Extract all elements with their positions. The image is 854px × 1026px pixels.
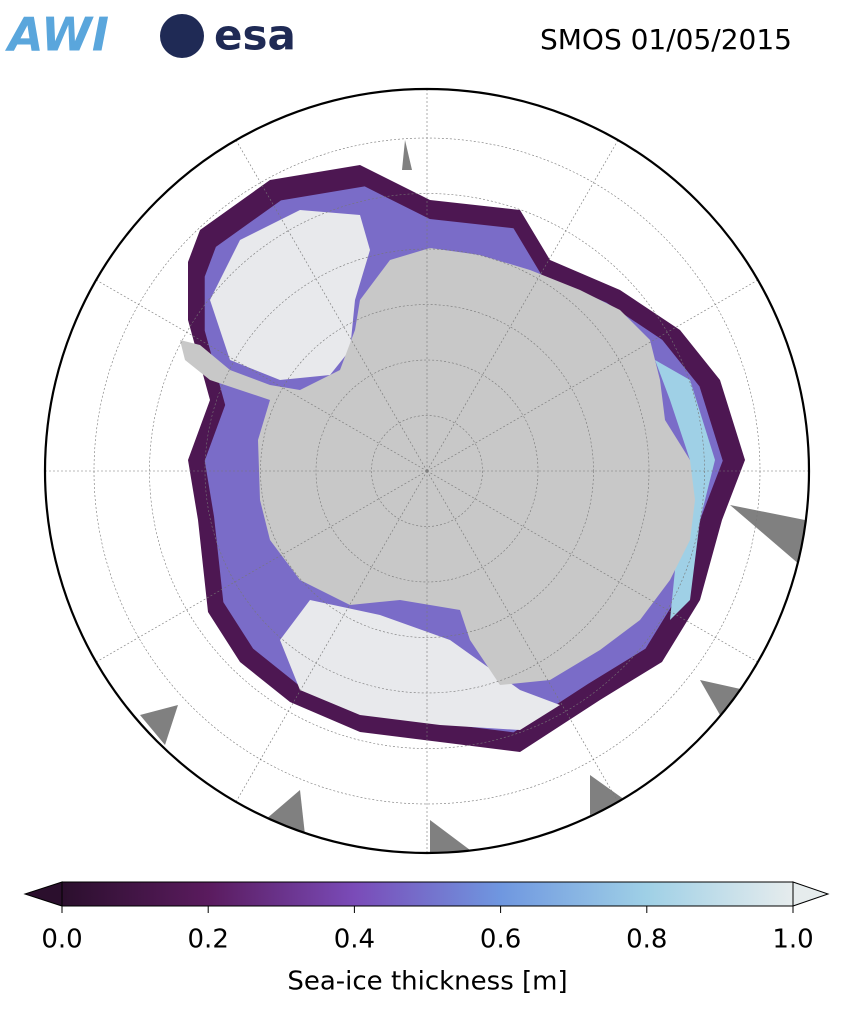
map-frame — [43, 87, 811, 855]
antarctica — [180, 248, 695, 685]
colorbar: 0.0 0.2 0.4 0.6 0.8 1.0 Sea-ice thickness [m] — [23, 881, 830, 997]
map — [45, 89, 809, 853]
meridian-line — [426, 470, 628, 818]
meridian-line — [226, 470, 428, 818]
colorbar-extend-min — [23, 881, 63, 907]
meridian-line — [426, 124, 628, 472]
colorbar-extend-max — [792, 881, 830, 907]
colorbar-tick-label: 1.0 — [772, 925, 813, 955]
meridian-line — [226, 124, 428, 472]
meridian-line — [80, 270, 428, 472]
meridian-line — [426, 470, 774, 672]
awi-logo: AWI — [5, 8, 109, 62]
colorbar-tick-label: 0.8 — [626, 925, 667, 955]
esa-logo-mark — [160, 14, 204, 58]
graticule — [45, 89, 809, 853]
meridian-line — [80, 470, 428, 672]
colorbar-tick-label: 0.6 — [480, 925, 521, 955]
colorbar-tick-label: 0.0 — [41, 925, 82, 955]
meridian-line — [426, 270, 774, 472]
colorbar-label: Sea-ice thickness [m] — [287, 967, 567, 997]
latitude-line — [371, 415, 483, 527]
colorbar-gradient — [61, 881, 794, 907]
latitude-line — [315, 359, 539, 583]
esa-logo: esa — [214, 11, 296, 60]
colorbar-tick-label: 0.2 — [188, 925, 229, 955]
latitude-line — [260, 304, 594, 638]
colorbar-tick-label: 0.4 — [334, 925, 375, 955]
title: SMOS 01/05/2015 — [540, 23, 792, 56]
